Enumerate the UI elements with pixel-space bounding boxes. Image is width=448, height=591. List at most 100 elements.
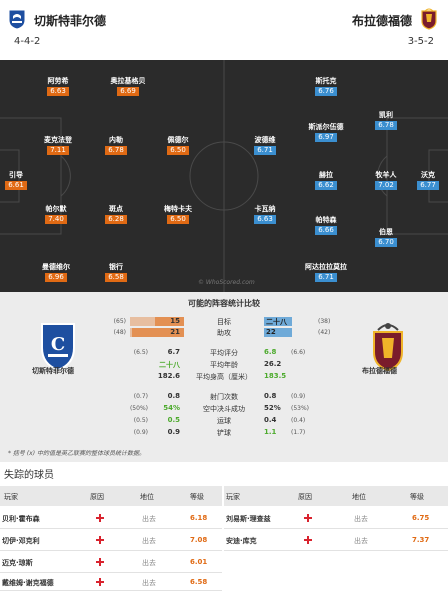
away-stat-value: 0.8 <box>264 392 277 400</box>
home-player[interactable]: 奥拉基格贝 6.69 <box>98 77 158 96</box>
pitch: 阿劳希 6.63 奥拉基格贝 6.69 麦克法登 7.11 内勒 6.78 佩德… <box>0 60 448 292</box>
player-name: 曼德维尔 <box>42 263 70 271</box>
home-league-avg: (50%) <box>129 405 148 412</box>
player-name[interactable]: 切伊·邓克利 <box>2 537 40 545</box>
home-stat-value: 15 <box>170 317 180 325</box>
player-rating: 6.63 <box>47 87 69 96</box>
home-player[interactable]: 梅特卡夫 6.50 <box>148 205 208 224</box>
home-player[interactable]: 曼德维尔 6.96 <box>26 263 86 282</box>
table-row[interactable]: 刘易斯·理查兹 出去 6.75 <box>224 507 448 529</box>
player-name[interactable]: 戴维姆·谢克福德 <box>2 579 54 587</box>
stat-row-assists: (48) 21 助攻 22 (42) <box>0 328 448 339</box>
player-rating: 6.71 <box>254 146 276 155</box>
away-player[interactable]: 阿达拉拉莫拉 6.71 <box>296 263 356 282</box>
home-stat-value: 54% <box>163 404 180 412</box>
away-formation: 3-5-2 <box>407 36 434 47</box>
watermark: © WhoScored.com <box>198 279 255 286</box>
home-team-name[interactable]: 切斯特菲尔德 <box>34 14 107 28</box>
away-player[interactable]: 波德维 6.71 <box>235 136 295 155</box>
away-league-avg: (53%) <box>291 405 310 412</box>
stat-label: 平均身高（厘米） <box>196 373 252 381</box>
player-name[interactable]: 安迪·库克 <box>226 537 257 545</box>
player-name: 阿达拉拉莫拉 <box>305 263 347 271</box>
player-name: 麦克法登 <box>44 136 72 144</box>
away-player[interactable]: 斯派尔伍德 6.97 <box>296 123 356 142</box>
status: 出去 <box>142 579 156 587</box>
away-player[interactable]: 牧羊人 7.02 <box>356 171 416 190</box>
player-rating: 6.78 <box>375 121 397 130</box>
table-row[interactable]: 迈克·琼斯 出去 6.01 <box>0 551 222 573</box>
player-name[interactable]: 贝利·霍布森 <box>2 515 40 523</box>
col-player: 玩家 <box>226 493 240 501</box>
away-player[interactable]: 赫拉 6.62 <box>296 171 356 190</box>
stats-home-team: 切斯特菲尔德 <box>32 367 74 375</box>
home-league-avg: (48) <box>113 329 126 336</box>
stat-row-goals: (65) 15 目标 二十八 (38) <box>0 317 448 328</box>
home-stat-value: 21 <box>170 328 180 336</box>
home-player[interactable]: 帕尔默 7.40 <box>26 205 86 224</box>
away-player[interactable]: 伯恩 6.70 <box>356 228 416 247</box>
home-player[interactable]: 佩德尔 6.50 <box>148 136 208 155</box>
home-player[interactable]: 斑点 6.28 <box>86 205 146 224</box>
injury-icon <box>304 536 312 544</box>
home-player[interactable]: 引导 6.61 <box>0 171 46 190</box>
home-stat-bar <box>132 328 184 337</box>
rating: 7.37 <box>412 536 430 544</box>
stats-footnote: * 括号 (x) 中的值是英乙联赛的整体球员统计数据。 <box>8 450 145 457</box>
home-player[interactable]: 麦克法登 7.11 <box>28 136 88 155</box>
match-header: 切斯特菲尔德 4-4-2 布拉德福德 3-5-2 <box>0 0 448 60</box>
home-player[interactable]: 银行 6.58 <box>86 263 146 282</box>
away-player[interactable]: 卡瓦纳 6.63 <box>235 205 295 224</box>
player-name[interactable]: 刘易斯·理查兹 <box>226 515 271 523</box>
away-league-avg: (1.7) <box>291 429 306 436</box>
col-status: 地位 <box>352 493 366 501</box>
rating: 6.01 <box>190 558 208 566</box>
home-league-avg: (65) <box>113 318 126 325</box>
player-name: 伯恩 <box>379 228 393 236</box>
table-row[interactable]: 安迪·库克 出去 7.37 <box>224 529 448 551</box>
table-row[interactable]: 贝利·霍布森 出去 6.18 <box>0 507 222 529</box>
player-name: 斑点 <box>109 205 123 213</box>
home-league-avg: (0.7) <box>133 393 148 400</box>
injury-icon <box>96 536 104 544</box>
away-missing-header: 玩家 原因 地位 等级 <box>224 486 448 506</box>
away-player[interactable]: 斯托克 6.76 <box>296 77 356 96</box>
col-status: 地位 <box>140 493 154 501</box>
injury-icon <box>96 578 104 586</box>
away-player[interactable]: 凯利 6.78 <box>356 111 416 130</box>
player-rating: 6.58 <box>105 273 127 282</box>
bradford-crest-icon <box>373 323 403 372</box>
away-stat-value: 1.1 <box>264 428 277 436</box>
col-reason: 原因 <box>90 493 104 501</box>
home-stat-bar <box>155 317 184 326</box>
player-rating: 6.69 <box>117 87 139 96</box>
col-rating: 等级 <box>190 493 204 501</box>
away-team-name[interactable]: 布拉德福德 <box>351 14 412 28</box>
stat-row-avg-height: 182.6 平均身高（厘米） 183.5 <box>0 372 448 383</box>
away-player[interactable]: 沃克 6.77 <box>398 171 448 190</box>
player-rating: 6.50 <box>167 215 189 224</box>
svg-text:C: C <box>51 334 65 355</box>
pitch-markings <box>0 60 448 292</box>
stat-label: 空中决斗成功 <box>203 405 245 413</box>
table-row[interactable]: 切伊·邓克利 出去 7.08 <box>0 529 222 551</box>
stat-row-shots: (0.7) 0.8 射门次数 0.8 (0.9) <box>0 392 448 403</box>
home-league-avg: (0.9) <box>133 429 148 436</box>
bradford-crest-icon <box>421 8 437 30</box>
player-name[interactable]: 迈克·琼斯 <box>2 559 33 567</box>
status: 出去 <box>354 515 368 523</box>
player-rating: 6.66 <box>315 226 337 235</box>
player-rating: 6.97 <box>315 133 337 142</box>
home-player[interactable]: 阿劳希 6.63 <box>28 77 88 96</box>
injury-icon <box>96 558 104 566</box>
home-player[interactable]: 内勒 6.78 <box>86 136 146 155</box>
stat-row-avg-age: 二十八 平均年龄 26.2 <box>0 360 448 371</box>
away-player[interactable]: 帕特森 6.66 <box>296 216 356 235</box>
player-rating: 6.62 <box>315 181 337 190</box>
home-league-avg: (0.5) <box>133 417 148 424</box>
rating: 6.18 <box>190 514 208 522</box>
home-stat-value: 182.6 <box>157 372 180 380</box>
table-row[interactable]: 戴维姆·谢克福德 出去 6.58 <box>0 573 222 591</box>
stat-label: 助攻 <box>217 329 231 337</box>
away-stat-value: 183.5 <box>264 372 287 380</box>
